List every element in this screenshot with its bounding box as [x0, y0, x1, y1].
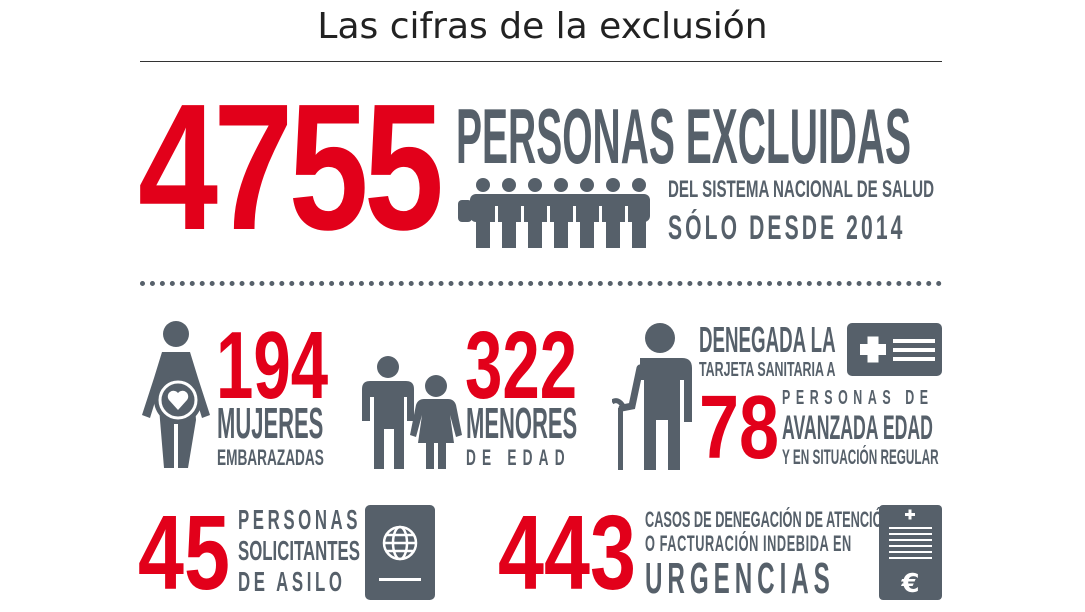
pregnant-number-text: 194: [216, 312, 329, 419]
asylum-label2-text: SOLICITANTES: [238, 535, 360, 566]
title-divider: [140, 61, 942, 62]
pregnant-label2-text: EMBARAZADAS: [217, 445, 324, 470]
minors-number-text: 322: [465, 312, 578, 419]
elderly-label1-text: PERSONAS DE: [782, 387, 934, 409]
elderly-header1-text: DENEGADA LA: [699, 319, 836, 360]
hero-line2: SÓLO DESDE 2014: [668, 211, 1051, 245]
emergency-label3: URGENCIAS: [645, 557, 990, 601]
pregnant-label2: EMBARAZADAS: [217, 447, 389, 469]
elderly-label3: Y EN SITUACIÓN REGULAR: [782, 447, 1062, 468]
pregnant-woman-icon: [142, 321, 210, 468]
asylum-number: 45: [138, 500, 256, 606]
elderly-number-text: 78: [699, 378, 780, 478]
hero-line2-text: SÓLO DESDE 2014: [668, 209, 906, 247]
hero-line1: DEL SISTEMA NACIONAL DE SALUD: [668, 178, 1085, 202]
euro-symbol: €: [900, 569, 919, 599]
hero-headline-text: PERSONAS EXCLUIDAS: [456, 92, 912, 180]
hero-number: 4755: [138, 78, 514, 258]
elderly-header2-text: TARJETA SANITARIA A: [699, 359, 836, 381]
adult-child-icon: [362, 356, 462, 469]
elderly-label2-text: AVANZADA EDAD: [782, 409, 933, 447]
minors-label2: DE EDAD: [466, 447, 635, 469]
emergency-number: 443: [498, 500, 675, 606]
emergency-label2-text: O FACTURACIÓN INDEBIDA EN: [645, 531, 852, 556]
elderly-number: 78: [699, 383, 799, 473]
elderly-label1: PERSONAS DE: [782, 388, 1027, 408]
pregnant-label1: MUJERES: [217, 402, 430, 446]
minors-label1: MENORES: [466, 402, 688, 446]
elderly-label2: AVANZADA EDAD: [782, 411, 1072, 445]
emergency-label1-text: CASOS DE DENEGACIÓN DE ATENCIÓN: [645, 507, 892, 532]
asylum-label3-text: DE ASILO: [238, 566, 346, 597]
medical-invoice-icon: €: [879, 505, 942, 600]
hero-headline: PERSONAS EXCLUIDAS: [456, 97, 1085, 175]
emergency-label2: O FACTURACIÓN INDEBIDA EN: [645, 533, 1002, 555]
hero-number-text: 4755: [138, 67, 444, 268]
minors-label2-text: DE EDAD: [466, 445, 571, 470]
asylum-label1: PERSONAS: [238, 506, 443, 534]
section-divider: [140, 281, 942, 286]
elderly-person-icon: [612, 323, 692, 470]
hero-line1-text: DEL SISTEMA NACIONAL DE SALUD: [668, 176, 935, 203]
asylum-label1-text: PERSONAS: [238, 504, 362, 535]
asylum-label2: SOLICITANTES: [238, 537, 441, 565]
elderly-label3-text: Y EN SITUACIÓN REGULAR: [782, 446, 939, 469]
passport-icon: [365, 505, 435, 600]
asylum-number-text: 45: [138, 494, 230, 612]
minors-number: 322: [465, 318, 625, 414]
page-title: Las cifras de la exclusión: [317, 6, 768, 47]
emergency-number-text: 443: [498, 494, 636, 612]
elderly-header2: TARJETA SANITARIA A: [699, 360, 919, 380]
emergency-label1: CASOS DE DENEGACIÓN DE ATENCIÓN: [645, 509, 1070, 531]
elderly-header1: DENEGADA LA: [699, 322, 962, 358]
emergency-label3-text: URGENCIAS: [645, 554, 835, 603]
people-crowd-icon: [458, 178, 650, 248]
asylum-label3: DE ASILO: [238, 568, 417, 596]
pregnant-number: 194: [216, 318, 376, 414]
pregnant-label1-text: MUJERES: [217, 399, 324, 448]
health-card-icon: [847, 323, 942, 376]
minors-label1-text: MENORES: [466, 399, 578, 448]
